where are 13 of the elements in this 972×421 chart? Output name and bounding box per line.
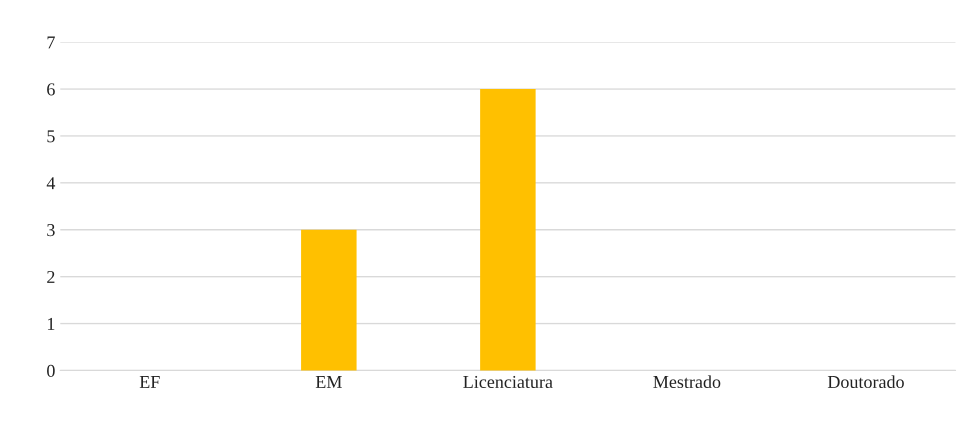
y-tick-label: 6 bbox=[47, 83, 55, 96]
x-tick-label: Doutorado bbox=[828, 375, 904, 388]
y-tick-label: 7 bbox=[48, 36, 55, 48]
y-tick-label: 0 bbox=[47, 364, 55, 377]
x-tick-label: Licenciatura bbox=[463, 376, 553, 388]
x-tick-label: EM bbox=[316, 376, 342, 388]
y-tick-label: 4 bbox=[46, 177, 56, 190]
y-tick-label: 1 bbox=[48, 318, 54, 330]
y-tick-label: 2 bbox=[47, 270, 54, 283]
x-tick-label: EF bbox=[140, 376, 160, 388]
x-tick-label: Mestrado bbox=[653, 375, 720, 388]
y-tick-label: 3 bbox=[47, 224, 55, 236]
y-tick-label: 5 bbox=[47, 130, 55, 142]
